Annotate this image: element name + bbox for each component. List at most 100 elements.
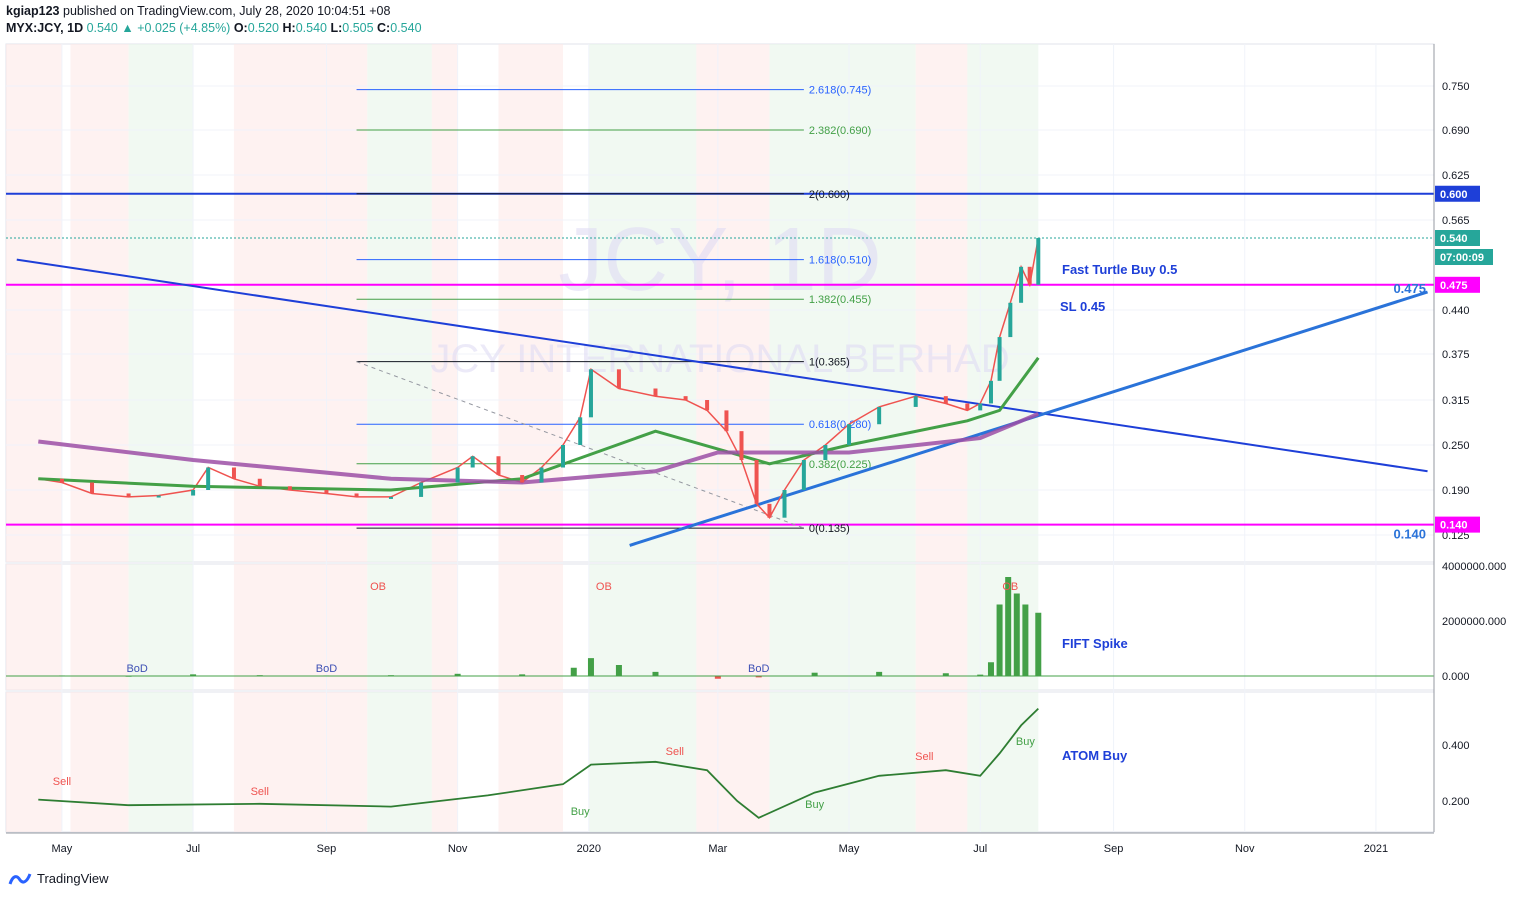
atom-signal-label: Sell: [251, 786, 269, 798]
symbol-label[interactable]: MYX:JCY, 1D: [6, 21, 84, 35]
atom-band: [696, 692, 770, 832]
price-series-line: [38, 356, 1040, 492]
fift-marker: OB: [596, 581, 612, 593]
price-band: [6, 44, 62, 562]
fift-bar: [987, 662, 994, 676]
price-candle: [988, 380, 993, 404]
fift-bar: [1035, 612, 1042, 676]
price-candle: [801, 460, 806, 490]
x-tick-label: 2021: [1364, 843, 1388, 855]
price-candle: [705, 400, 710, 411]
publisher-name: kgiap123: [6, 4, 60, 18]
price-candle: [257, 478, 262, 487]
price-annotation: SL 0.45: [1060, 299, 1105, 314]
atom-band: [967, 692, 1039, 832]
y-tick-label: 0.750: [1442, 81, 1470, 93]
x-tick-label: Jul: [973, 843, 987, 855]
tradingview-logo-icon: [8, 872, 32, 885]
price-candle: [156, 495, 161, 498]
fift-bar: [519, 674, 526, 676]
fib-level-label: 0(0.135): [809, 523, 850, 535]
fift-bar: [454, 673, 461, 676]
open-value: 0.520: [247, 21, 279, 35]
price-candle: [913, 396, 918, 407]
x-tick-label: Nov: [1235, 843, 1255, 855]
x-tick-label: 2020: [577, 843, 601, 855]
price-badge: [1435, 249, 1493, 265]
fift-y-tick-label: 2000000.000: [1442, 616, 1506, 628]
fift-bar: [996, 604, 1003, 676]
price-candle: [206, 467, 211, 490]
fib-level-label: 0.618(0.280): [809, 419, 871, 431]
price-candle: [877, 406, 882, 425]
price-series-line: [38, 411, 1040, 485]
fift-marker: BoD: [748, 663, 769, 675]
price-badge: [1435, 276, 1480, 293]
fib-level-label: 1.382(0.455): [809, 294, 871, 306]
fift-bar: [876, 671, 883, 676]
price-candle: [978, 403, 983, 411]
price-candle: [354, 493, 359, 497]
fift-marker: BoD: [126, 663, 147, 675]
fift-band: [367, 564, 432, 690]
fift-band: [588, 564, 697, 690]
atom-signal-label: Sell: [915, 751, 933, 763]
price-candle: [943, 396, 948, 404]
price-candle: [59, 478, 64, 483]
low-label: L:: [330, 21, 343, 35]
fib-level-label: 2.618(0.745): [809, 85, 871, 97]
fift-band: [233, 564, 368, 690]
price-change: +0.025 (+4.85%): [137, 21, 231, 35]
y-tick-label: 0.440: [1442, 305, 1470, 317]
price-candle: [561, 445, 566, 468]
price-candle: [470, 456, 475, 468]
fift-marker: OB: [1002, 581, 1018, 593]
low-value: 0.505: [342, 21, 374, 35]
x-tick-label: May: [52, 843, 73, 855]
trendline: [16, 258, 1428, 473]
close-value: 0.540: [390, 21, 422, 35]
fib-level-label: 2.382(0.690): [809, 125, 871, 137]
price-candle: [847, 424, 852, 445]
fift-bar: [755, 676, 762, 678]
tradingview-footer[interactable]: TradingView: [8, 871, 109, 886]
price-candle: [1027, 266, 1032, 285]
price-candle: [496, 456, 501, 475]
atom-band: [233, 692, 368, 832]
fift-band: [128, 564, 194, 690]
price-candle: [455, 467, 460, 483]
publish-info: kgiap123 published on TradingView.com, J…: [6, 4, 390, 18]
fift-bar: [1022, 604, 1029, 676]
x-tick-label: Sep: [1104, 843, 1124, 855]
price-candle: [653, 388, 658, 397]
price-candle: [1019, 266, 1024, 303]
open-label: O:: [233, 21, 248, 35]
x-tick-label: Mar: [708, 843, 727, 855]
price-candle: [191, 490, 196, 496]
price-candle: [739, 431, 744, 460]
price-candle: [419, 482, 424, 497]
high-label: H:: [282, 21, 296, 35]
fift-annotation: FIFT Spike: [1062, 636, 1128, 651]
fift-bar: [1005, 577, 1012, 676]
price-badge-label: 0.600: [1440, 189, 1468, 201]
price-badge: [1435, 516, 1480, 533]
price-band: [498, 44, 564, 562]
watermark-line2: JCY INTERNATIONAL BERHAD: [430, 337, 1009, 381]
fift-band: [70, 564, 129, 690]
trendline-price-label: 0.140: [1393, 527, 1426, 542]
atom-band: [128, 692, 194, 832]
atom-band: [70, 692, 129, 832]
fift-bar: [587, 658, 594, 676]
y-tick-label: 0.375: [1442, 349, 1470, 361]
price-badge-label: 0.140: [1440, 520, 1468, 532]
last-price: 0.540: [86, 21, 118, 35]
fift-marker: BoD: [316, 663, 337, 675]
atom-band: [431, 692, 458, 832]
price-candle: [616, 369, 621, 389]
x-tick-label: Sep: [317, 843, 337, 855]
fib-level-label: 1.618(0.510): [809, 255, 871, 267]
up-arrow-icon: ▲: [121, 21, 134, 35]
price-candle: [997, 337, 1002, 381]
